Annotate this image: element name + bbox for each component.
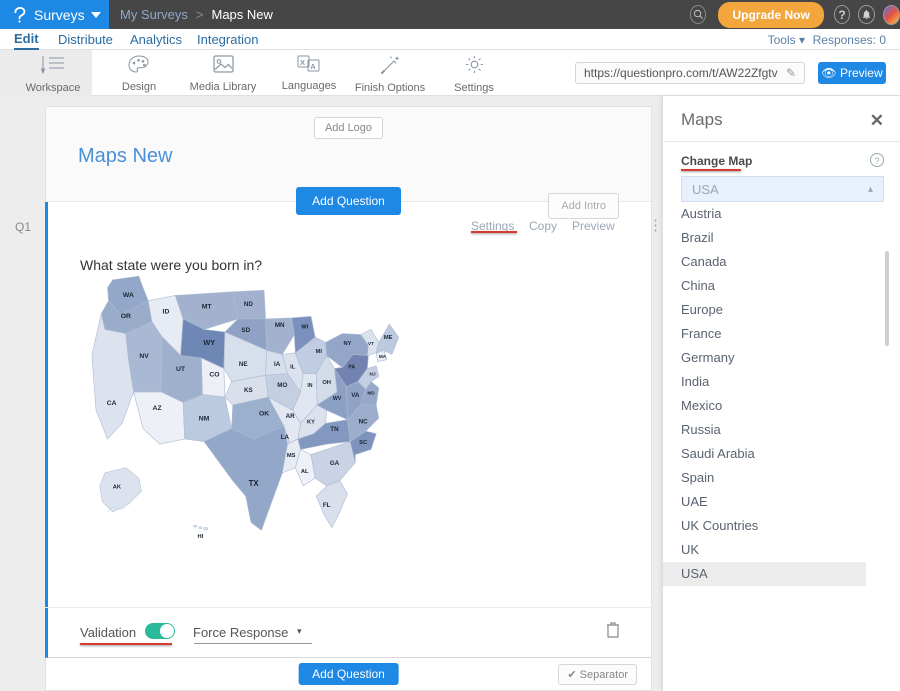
svg-text:IL: IL: [290, 365, 296, 371]
svg-text:WV: WV: [333, 396, 342, 402]
svg-text:GA: GA: [330, 460, 340, 467]
svg-text:WA: WA: [123, 292, 134, 299]
svg-text:KS: KS: [244, 387, 253, 394]
svg-text:UT: UT: [176, 366, 186, 373]
svg-text:OK: OK: [259, 410, 269, 417]
svg-text:MN: MN: [275, 322, 285, 329]
svg-text:MS: MS: [287, 453, 296, 459]
svg-text:NC: NC: [359, 418, 369, 425]
svg-text:MD: MD: [367, 391, 375, 396]
svg-text:ID: ID: [163, 309, 170, 316]
svg-text:KY: KY: [307, 419, 315, 425]
svg-text:SC: SC: [359, 440, 367, 446]
svg-text:AK: AK: [113, 485, 122, 491]
svg-text:MI: MI: [316, 349, 323, 355]
svg-text:TN: TN: [330, 426, 339, 433]
svg-text:FL: FL: [323, 502, 331, 509]
svg-text:VT: VT: [368, 341, 374, 346]
svg-text:LA: LA: [281, 434, 290, 441]
svg-text:IA: IA: [274, 361, 281, 368]
svg-text:CA: CA: [107, 400, 117, 407]
svg-text:AR: AR: [286, 413, 296, 420]
svg-text:TX: TX: [249, 479, 260, 488]
svg-text:NV: NV: [139, 353, 149, 360]
svg-text:MO: MO: [277, 382, 287, 389]
svg-text:NY: NY: [344, 341, 352, 347]
svg-text:MA: MA: [379, 354, 387, 359]
svg-text:NE: NE: [239, 361, 248, 368]
svg-text:HI: HI: [198, 534, 204, 540]
svg-text:AZ: AZ: [153, 405, 162, 412]
svg-text:MT: MT: [202, 304, 213, 311]
svg-text:VA: VA: [351, 392, 360, 399]
svg-text:OH: OH: [322, 380, 331, 386]
svg-text:IN: IN: [307, 383, 312, 389]
svg-text:PA: PA: [348, 365, 355, 371]
svg-text:SD: SD: [241, 327, 250, 334]
svg-text:A: A: [310, 62, 316, 71]
svg-text:ND: ND: [244, 301, 254, 308]
svg-text:AL: AL: [301, 469, 309, 475]
svg-text:NM: NM: [199, 416, 210, 423]
svg-text:WI: WI: [301, 324, 308, 330]
svg-text:NJ: NJ: [370, 371, 376, 376]
svg-text:WY: WY: [203, 338, 215, 347]
svg-text:OR: OR: [121, 313, 131, 320]
svg-text:X: X: [300, 58, 305, 67]
svg-text:ME: ME: [384, 335, 393, 341]
svg-text:CO: CO: [209, 371, 219, 378]
